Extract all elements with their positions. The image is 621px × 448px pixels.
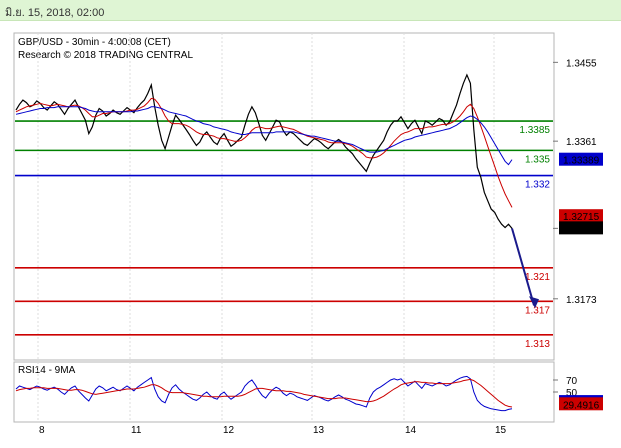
rsi-tick-label: 70 bbox=[566, 376, 578, 387]
x-tick-label: 15 bbox=[495, 425, 507, 436]
level-label: 1.3385 bbox=[519, 125, 550, 136]
forecast-arrow-head bbox=[529, 296, 539, 309]
price-marker-box bbox=[559, 209, 603, 223]
x-axis: 8 11 12 13 14 15 bbox=[39, 425, 507, 436]
level-label: 1.317 bbox=[525, 305, 550, 316]
level-label: 1.332 bbox=[525, 180, 550, 191]
series-ma_slow bbox=[15, 106, 513, 166]
price-marker-box bbox=[559, 221, 603, 235]
rsi-marker-label: 29.4916 bbox=[563, 400, 600, 411]
timestamp: มิ.ย. 15, 2018, 02:00 bbox=[5, 7, 105, 19]
vertical-gridlines bbox=[37, 33, 495, 422]
rsi-series-ma bbox=[15, 378, 513, 408]
price-marker-label: 1.33389 bbox=[563, 156, 600, 167]
chart-title: GBP/USD - 30min - 4:00:08 (CET) bbox=[18, 37, 171, 48]
price-marker-label: 1.3257 bbox=[563, 224, 594, 235]
chart-subtitle: Research © 2018 TRADING CENTRAL bbox=[18, 50, 193, 61]
rsi-tick-label: 50 bbox=[566, 388, 578, 399]
x-tick-label: 14 bbox=[405, 425, 417, 436]
forecast-arrow-shaft bbox=[511, 228, 535, 306]
date-bar: มิ.ย. 15, 2018, 02:00 bbox=[0, 0, 621, 21]
rsi-axis: 705033.184729.4916 bbox=[553, 376, 603, 411]
level-label: 1.321 bbox=[525, 272, 550, 283]
price-panel-frame bbox=[13, 32, 555, 361]
rsi-marker-box bbox=[559, 397, 603, 411]
forecast-arrow bbox=[511, 228, 539, 309]
price-series bbox=[15, 73, 513, 229]
rsi-series bbox=[15, 375, 513, 412]
price-tick-label: 1.3455 bbox=[566, 58, 597, 69]
x-tick-label: 8 bbox=[39, 425, 45, 436]
series-close bbox=[15, 73, 513, 229]
rsi-label: RSI14 - 9MA bbox=[18, 365, 76, 376]
rsi-panel-frame bbox=[13, 361, 555, 423]
price-tick-label: 1.3361 bbox=[566, 137, 597, 148]
x-tick-label: 11 bbox=[131, 425, 142, 436]
price-marker-label: 1.32715 bbox=[563, 212, 600, 223]
level-label: 1.335 bbox=[525, 154, 550, 165]
price-axis: 1.3455 1.3361 1.3257 1.3173 bbox=[553, 58, 597, 306]
rsi-series-rsi bbox=[15, 375, 513, 412]
x-tick-label: 12 bbox=[223, 425, 235, 436]
x-tick-label: 13 bbox=[313, 425, 325, 436]
price-marker-box bbox=[559, 152, 603, 166]
level-label: 1.313 bbox=[525, 339, 550, 350]
price-tick-label: 1.3173 bbox=[566, 295, 597, 306]
series-ma_fast bbox=[15, 97, 513, 208]
level-lines: 1.3385 1.335 1.332 1.321 1.317 1.313 bbox=[15, 120, 553, 350]
